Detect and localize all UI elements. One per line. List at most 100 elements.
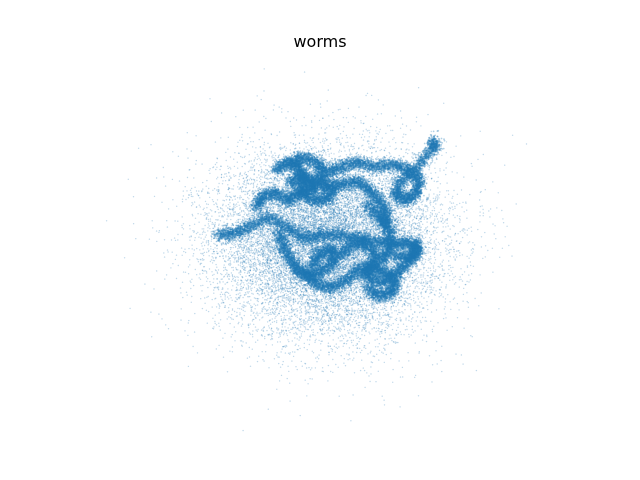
scatter-point <box>182 234 183 235</box>
scatter-point <box>288 303 289 304</box>
scatter-point <box>322 320 323 321</box>
scatter-point <box>256 238 257 239</box>
scatter-point <box>461 189 462 190</box>
scatter-point <box>426 189 427 190</box>
scatter-point <box>216 162 217 163</box>
scatter-point <box>487 250 488 251</box>
scatter-point <box>238 179 239 180</box>
scatter-point <box>264 288 265 289</box>
scatter-point <box>306 146 307 147</box>
scatter-point <box>392 130 393 131</box>
scatter-point <box>340 308 341 309</box>
scatter-point <box>257 304 258 305</box>
scatter-point <box>192 346 193 347</box>
scatter-point <box>470 265 471 266</box>
scatter-point <box>271 314 272 315</box>
scatter-point <box>261 247 262 248</box>
scatter-point <box>455 276 456 277</box>
scatter-point <box>303 304 304 305</box>
scatter-point <box>266 344 267 345</box>
scatter-point <box>203 239 204 240</box>
scatter-point <box>239 314 240 315</box>
scatter-point <box>412 209 413 210</box>
scatter-point <box>379 343 380 344</box>
scatter-point <box>220 137 221 138</box>
scatter-point <box>181 247 182 248</box>
scatter-point <box>297 310 298 311</box>
scatter-point <box>275 265 276 266</box>
scatter-point <box>163 167 164 168</box>
scatter-point <box>400 223 401 224</box>
scatter-point <box>152 220 153 221</box>
scatter-point <box>262 276 263 277</box>
scatter-point <box>309 326 310 327</box>
scatter-point <box>254 266 255 267</box>
scatter-point <box>462 274 463 275</box>
scatter-point <box>434 181 435 182</box>
scatter-point <box>448 194 449 195</box>
scatter-point <box>433 198 434 199</box>
scatter-point <box>386 186 387 187</box>
scatter-point <box>366 150 367 151</box>
scatter-point <box>194 249 195 250</box>
scatter-point <box>268 325 269 326</box>
scatter-point <box>190 288 191 289</box>
scatter-point <box>255 252 256 253</box>
scatter-point <box>281 259 282 260</box>
scatter-point <box>295 287 296 288</box>
scatter-point <box>378 359 379 360</box>
scatter-point <box>240 207 241 208</box>
scatter-point <box>427 114 428 115</box>
scatter-point <box>419 224 420 225</box>
scatter-point <box>494 233 495 234</box>
scatter-point <box>202 182 203 183</box>
scatter-point <box>290 215 291 216</box>
scatter-point <box>289 324 290 325</box>
scatter-point <box>255 317 256 318</box>
scatter-point <box>405 318 406 319</box>
scatter-point <box>350 230 351 231</box>
scatter-point <box>265 162 266 163</box>
scatter-point <box>218 323 219 324</box>
scatter-point <box>308 309 309 310</box>
scatter-point <box>428 176 429 177</box>
scatter-point <box>345 292 346 293</box>
scatter-point <box>300 415 301 416</box>
scatter-point <box>279 106 280 107</box>
scatter-point <box>203 208 204 209</box>
scatter-point <box>414 303 415 304</box>
scatter-point <box>417 286 418 287</box>
scatter-point <box>485 245 486 246</box>
scatter-point <box>360 122 361 123</box>
scatter-point <box>228 168 229 169</box>
scatter-point <box>344 329 345 330</box>
scatter-point <box>365 116 366 117</box>
scatter-point <box>404 309 405 310</box>
scatter-point <box>236 206 237 207</box>
scatter-point <box>243 282 244 283</box>
scatter-point <box>250 286 251 287</box>
scatter-point <box>448 265 449 266</box>
scatter-point <box>451 242 452 243</box>
scatter-point <box>225 298 226 299</box>
scatter-point <box>161 318 162 319</box>
scatter-point <box>241 210 242 211</box>
scatter-point <box>250 277 251 278</box>
scatter-point <box>265 253 266 254</box>
scatter-point <box>237 162 238 163</box>
scatter-point <box>230 264 231 265</box>
scatter-point <box>266 288 267 289</box>
scatter-point <box>311 219 312 220</box>
scatter-point <box>349 296 350 297</box>
scatter-point <box>202 285 203 286</box>
scatter-point <box>324 333 325 334</box>
scatter-point <box>198 190 199 191</box>
scatter-point <box>189 240 190 241</box>
scatter-point <box>379 131 380 132</box>
scatter-point <box>180 292 181 293</box>
scatter-point <box>305 318 306 319</box>
scatter-point <box>229 206 230 207</box>
scatter-point <box>291 360 292 361</box>
scatter-point <box>299 147 300 148</box>
